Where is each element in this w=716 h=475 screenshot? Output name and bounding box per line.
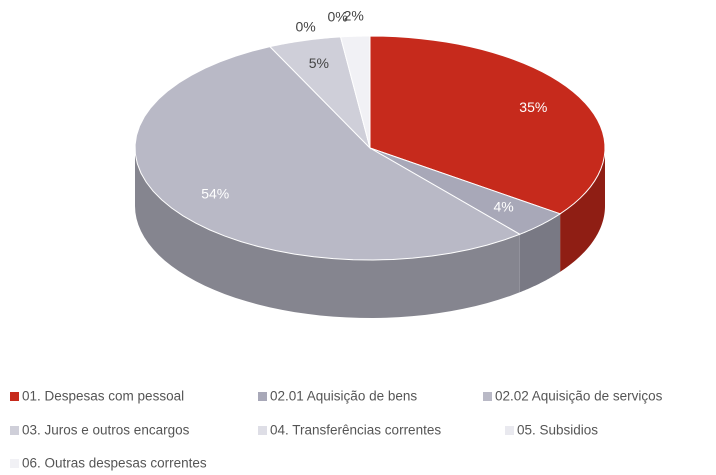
pie-slice <box>339 35 371 149</box>
legend-label: 02.02 Aquisição de serviços <box>495 389 663 404</box>
legend-label: 02.01 Aquisição de bens <box>270 389 417 404</box>
legend-label: 04. Transferências correntes <box>270 423 441 438</box>
legend-label: 03. Juros e outros encargos <box>22 423 190 438</box>
legend-swatch <box>258 392 267 401</box>
pie-side <box>135 148 520 318</box>
legend-label: 05. Subsidios <box>517 423 598 438</box>
data-label: 35% <box>519 99 547 115</box>
pie-slice <box>369 147 562 235</box>
data-label: 2% <box>344 8 364 24</box>
legend-label: 01. Despesas com pessoal <box>22 389 184 404</box>
pie-slice <box>369 35 606 215</box>
legend-swatch <box>483 392 492 401</box>
data-label: 54% <box>201 186 229 202</box>
legend-swatch <box>10 392 19 401</box>
pie-side <box>560 148 605 272</box>
data-label: 5% <box>309 55 329 71</box>
legend-label: 06. Outras despesas correntes <box>22 456 207 471</box>
legend-swatch <box>10 426 19 435</box>
pie-side <box>519 213 561 293</box>
pie-slice <box>268 36 371 150</box>
data-label: 0% <box>327 8 347 24</box>
pie-slice <box>134 46 521 261</box>
legend-swatch <box>505 426 514 435</box>
legend-swatch <box>258 426 267 435</box>
legend-swatch <box>10 459 19 468</box>
data-label: 0% <box>295 18 315 34</box>
data-label: 4% <box>494 199 514 215</box>
